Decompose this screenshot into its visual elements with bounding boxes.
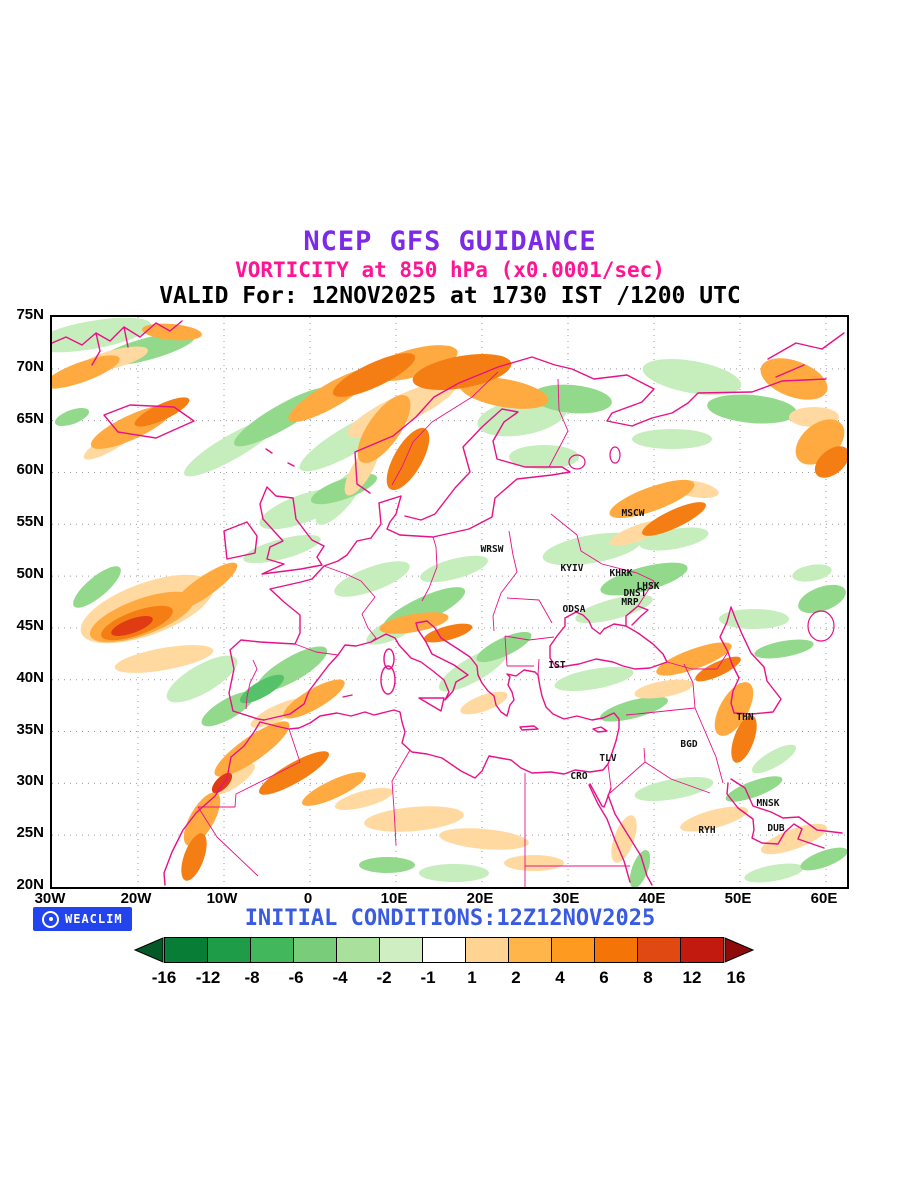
colorbar-label: -8 xyxy=(244,968,260,987)
coastlines-group xyxy=(52,320,845,886)
lat-label: 20N xyxy=(16,875,44,893)
colorbar-segment xyxy=(336,937,380,963)
map-frame: MSCW WRSW KYIV KHRK LHSK DNST MRP ODSA IST THN BGD… xyxy=(50,315,849,889)
lat-label: 45N xyxy=(16,616,44,634)
colorbar-label: -2 xyxy=(376,968,392,987)
colorbar-legend: -16 -12 -8 -6 -4 -2 -1 1 2 4 6 8 12 16 xyxy=(134,937,766,997)
colorbar-segment xyxy=(293,937,337,963)
city-label: LHSK xyxy=(637,581,660,592)
colorbar-label: 6 xyxy=(599,968,609,987)
colorbar-segment xyxy=(422,937,466,963)
lon-label: 60E xyxy=(810,890,838,907)
colorbar-segment xyxy=(379,937,423,963)
colorbar-segment xyxy=(680,937,724,963)
lat-label: 60N xyxy=(16,461,44,479)
colorbar-left-arrow-icon xyxy=(134,937,164,963)
city-label: KYIV xyxy=(561,563,584,574)
colorbar-segment xyxy=(250,937,294,963)
lat-label: 50N xyxy=(16,565,44,583)
colorbar-segment xyxy=(551,937,595,963)
colorbar-label: -16 xyxy=(151,968,177,987)
colorbar-right-arrow-icon xyxy=(724,937,754,963)
colorbar-label: 12 xyxy=(682,968,702,987)
lat-label: 55N xyxy=(16,513,44,531)
colorbar-label: -1 xyxy=(420,968,436,987)
city-label: THN xyxy=(736,712,753,723)
colorbar-segment xyxy=(508,937,552,963)
city-label: WRSW xyxy=(481,544,504,555)
country-borders-group xyxy=(197,371,729,887)
city-label: DUB xyxy=(767,823,784,834)
lon-label: 10W xyxy=(206,890,238,907)
lat-label: 65N xyxy=(16,409,44,427)
lon-label: 0 xyxy=(303,890,313,907)
colorbar-label: 1 xyxy=(467,968,477,987)
city-label: MNSK xyxy=(757,798,780,809)
lat-label: 75N xyxy=(16,306,44,323)
weaclim-logo-icon xyxy=(42,910,59,928)
lat-label: 30N xyxy=(16,772,44,790)
lon-label: 10E xyxy=(380,890,408,907)
colorbar-label: -4 xyxy=(332,968,348,987)
city-label: TLV xyxy=(599,753,616,764)
colorbar-segment xyxy=(594,937,638,963)
colorbar-label: -12 xyxy=(195,968,221,987)
colorbar-label: 4 xyxy=(555,968,565,987)
city-label: RYH xyxy=(698,825,715,836)
lat-label: 70N xyxy=(16,357,44,375)
lon-label: 50E xyxy=(724,890,752,907)
valid-time-title: VALID For: 12NOV2025 at 1730 IST /1200 U… xyxy=(159,283,741,309)
city-label: MSCW xyxy=(622,508,645,519)
city-label: MRP xyxy=(621,597,638,608)
lat-label: 25N xyxy=(16,824,44,842)
colorbar-label: 2 xyxy=(511,968,521,987)
lon-label: 40E xyxy=(638,890,666,907)
city-label: IST xyxy=(548,660,565,671)
colorbar-segment xyxy=(637,937,681,963)
lat-label: 35N xyxy=(16,720,44,738)
colorbar-label: 8 xyxy=(643,968,653,987)
lon-label: 30E xyxy=(552,890,580,907)
weaclim-badge[interactable]: WEACLIM xyxy=(33,907,132,931)
city-label: BGD xyxy=(680,739,697,750)
lat-label: 40N xyxy=(16,668,44,686)
city-label: DNST xyxy=(624,588,647,599)
field-title: VORTICITY at 850 hPa (x0.0001/sec) xyxy=(235,258,665,282)
colorbar-segment xyxy=(465,937,509,963)
product-title: NCEP GFS GUIDANCE xyxy=(303,226,597,257)
lon-label: 20E xyxy=(466,890,494,907)
initial-conditions-text: INITIAL CONDITIONS:12Z12NOV2025 xyxy=(244,906,656,931)
vorticity-shading xyxy=(52,317,847,887)
lon-label: 20W xyxy=(120,890,152,907)
colorbar-label: 16 xyxy=(726,968,746,987)
colorbar-label: -6 xyxy=(288,968,304,987)
lon-label: 30W xyxy=(34,890,66,907)
colorbar-segment xyxy=(207,937,251,963)
colorbar-segment xyxy=(164,937,208,963)
city-label: CRO xyxy=(570,771,587,782)
city-label: KHRK xyxy=(610,568,633,579)
weaclim-label: WEACLIM xyxy=(65,912,123,926)
city-label: ODSA xyxy=(563,604,586,615)
